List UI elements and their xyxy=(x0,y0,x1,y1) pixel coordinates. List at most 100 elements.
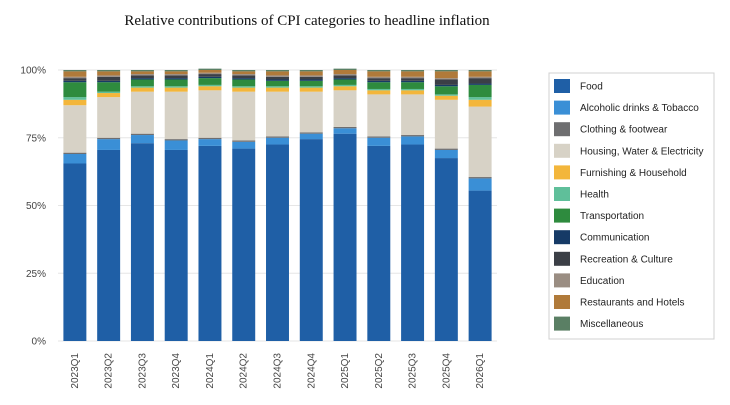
bar-segment-housing-water-electricity xyxy=(299,91,323,133)
bar-segment-food xyxy=(164,149,188,341)
legend-swatch xyxy=(554,79,570,93)
bar-segment-recreation-culture xyxy=(97,76,121,81)
bar-segment-alcoholic-drinks-tobacco xyxy=(266,137,289,145)
y-tick-label: 25% xyxy=(26,269,46,280)
bars xyxy=(63,68,492,341)
bar-segment-transportation xyxy=(266,80,289,87)
bar-segment-alcoholic-drinks-tobacco xyxy=(434,149,458,159)
bar-segment-recreation-culture xyxy=(164,75,188,79)
bar-segment-furnishing-household xyxy=(434,95,458,100)
bar-segment-recreation-culture xyxy=(266,76,289,80)
bar-segment-restaurants-and-hotels xyxy=(232,71,256,75)
legend-swatch xyxy=(554,295,570,309)
bar-segment-miscellaneous xyxy=(333,68,357,70)
bar-segment-clothing-footwear xyxy=(232,140,256,142)
bar-segment-housing-water-electricity xyxy=(266,91,289,137)
bar-segment-education xyxy=(367,76,391,79)
bar-segment-communication xyxy=(130,78,154,80)
legend-swatch xyxy=(554,165,570,180)
bar-segment-transportation xyxy=(198,78,222,85)
legend-label: Food xyxy=(580,82,603,93)
bar-segment-education xyxy=(97,75,121,77)
bar-segment-recreation-culture xyxy=(299,76,323,80)
bar-segment-miscellaneous xyxy=(164,70,188,72)
y-tick-label: 75% xyxy=(26,133,46,144)
legend-label: Education xyxy=(580,276,624,287)
legend-swatch xyxy=(554,187,570,201)
bar-segment-clothing-footwear xyxy=(97,137,121,140)
bar-segment-housing-water-electricity xyxy=(130,91,154,134)
legend-swatch xyxy=(554,316,570,331)
bar-segment-housing-water-electricity xyxy=(401,94,425,136)
bar-segment-alcoholic-drinks-tobacco xyxy=(468,178,492,191)
bar-segment-restaurants-and-hotels xyxy=(468,71,492,77)
bar-segment-clothing-footwear xyxy=(434,148,458,150)
bar-segment-transportation xyxy=(299,80,323,87)
bar-segment-food xyxy=(367,145,391,341)
x-tick-label: 2026Q1 xyxy=(475,353,486,389)
bar-segment-communication xyxy=(367,80,391,83)
x-tick-label: 2024Q2 xyxy=(239,353,250,389)
bar-segment-food xyxy=(63,163,87,341)
bar-segment-restaurants-and-hotels xyxy=(299,71,323,76)
x-tick-label: 2024Q3 xyxy=(273,353,284,389)
bar-segment-communication xyxy=(434,84,458,87)
x-tick-label: 2023Q1 xyxy=(70,353,81,389)
legend-swatch xyxy=(554,251,570,266)
bar-segment-alcoholic-drinks-tobacco xyxy=(299,133,323,140)
bar-segment-furnishing-household xyxy=(97,93,121,98)
bar-segment-health xyxy=(97,91,121,94)
bar-segment-transportation xyxy=(401,82,425,89)
bar-segment-communication xyxy=(401,80,425,83)
bar-segment-transportation xyxy=(468,84,492,98)
bar-segment-housing-water-electricity xyxy=(198,90,222,138)
legend-swatch xyxy=(554,230,570,245)
legend-box xyxy=(548,72,715,340)
bar-segment-miscellaneous xyxy=(401,70,425,72)
bar-segment-housing-water-electricity xyxy=(434,99,458,149)
bar-segment-clothing-footwear xyxy=(266,136,289,138)
bar-segment-miscellaneous xyxy=(198,68,222,70)
legend-label: Alcoholic drinks & Tobacco xyxy=(580,103,699,114)
bar-segment-health xyxy=(434,94,458,96)
bar-segment-transportation xyxy=(232,79,256,87)
bar-segment-recreation-culture xyxy=(468,78,492,84)
bar-segment-clothing-footwear xyxy=(164,139,188,141)
bar-segment-transportation xyxy=(367,82,391,89)
bar-segment-furnishing-household xyxy=(198,86,222,91)
bar-segment-communication xyxy=(468,83,492,85)
bar-segment-recreation-culture xyxy=(401,78,425,81)
bar-segment-recreation-culture xyxy=(434,79,458,85)
bar-segment-restaurants-and-hotels xyxy=(130,71,154,75)
bar-segment-education xyxy=(401,76,425,79)
bar-segment-restaurants-and-hotels xyxy=(401,71,425,77)
bar-segment-health xyxy=(130,86,154,88)
bar-segment-restaurants-and-hotels xyxy=(164,71,188,75)
legend-swatch xyxy=(554,273,570,288)
legend-label: Clothing & footwear xyxy=(580,125,668,136)
legend-swatch xyxy=(554,208,570,223)
bar-segment-furnishing-household xyxy=(468,99,492,107)
bar-segment-education xyxy=(164,74,188,76)
bar-segment-transportation xyxy=(130,79,154,87)
bar-segment-furnishing-household xyxy=(401,90,425,95)
bar-segment-education xyxy=(130,74,154,76)
bar-segment-restaurants-and-hotels xyxy=(97,71,121,76)
bar-segment-alcoholic-drinks-tobacco xyxy=(401,136,425,145)
y-tick-label: 0% xyxy=(32,337,47,348)
bar-segment-furnishing-household xyxy=(333,86,357,91)
legend-label: Transportation xyxy=(580,211,644,222)
x-tick-label: 2025Q2 xyxy=(374,353,385,389)
bar-segment-furnishing-household xyxy=(299,87,323,92)
bar-segment-food xyxy=(401,144,425,341)
bar-segment-food xyxy=(434,158,458,341)
bar-segment-miscellaneous xyxy=(299,70,323,72)
bar-segment-housing-water-electricity xyxy=(232,91,256,141)
bar-segment-alcoholic-drinks-tobacco xyxy=(97,139,121,150)
bar-segment-health xyxy=(367,88,391,91)
bar-segment-restaurants-and-hotels xyxy=(367,71,391,77)
bar-segment-communication xyxy=(198,76,222,79)
legend-label: Furnishing & Household xyxy=(580,168,687,179)
bar-segment-health xyxy=(468,97,492,100)
